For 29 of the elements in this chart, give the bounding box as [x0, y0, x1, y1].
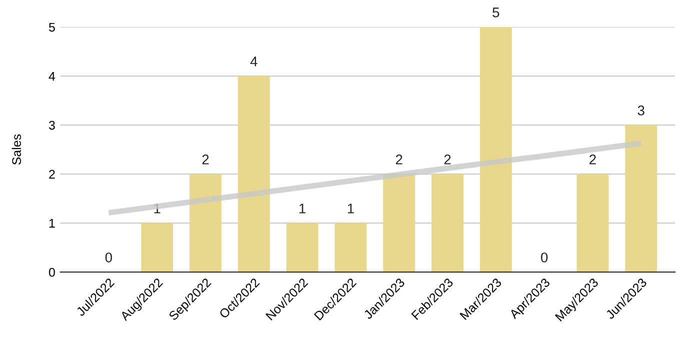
bar	[576, 174, 609, 272]
data-label: 4	[250, 56, 258, 66]
data-label: 2	[444, 154, 451, 164]
y-tick-label: 3	[48, 120, 55, 130]
y-tick-label: 5	[48, 22, 55, 32]
data-label: 2	[396, 154, 402, 164]
data-label: 0	[540, 252, 548, 262]
bar	[480, 27, 512, 272]
data-label: 0	[105, 252, 112, 262]
y-tick-label: 2	[49, 170, 55, 179]
bar	[334, 223, 367, 272]
data-label: 2	[590, 154, 596, 164]
y-tick-label: 4	[48, 72, 56, 81]
y-axis-title: Sales	[12, 134, 22, 165]
bar	[625, 125, 658, 272]
data-label: 1	[154, 204, 160, 214]
bar	[141, 223, 174, 272]
bar	[383, 174, 416, 272]
data-label: 1	[299, 204, 306, 214]
data-label: 3	[638, 106, 644, 116]
y-tick-label: 1	[49, 219, 55, 228]
data-label: 2	[202, 154, 209, 164]
bar	[190, 174, 222, 272]
data-label: 1	[348, 204, 354, 214]
bar	[286, 223, 318, 272]
bar	[238, 76, 270, 272]
bar	[432, 174, 464, 272]
data-label: 5	[492, 8, 500, 18]
y-tick-label: 0	[48, 268, 55, 277]
